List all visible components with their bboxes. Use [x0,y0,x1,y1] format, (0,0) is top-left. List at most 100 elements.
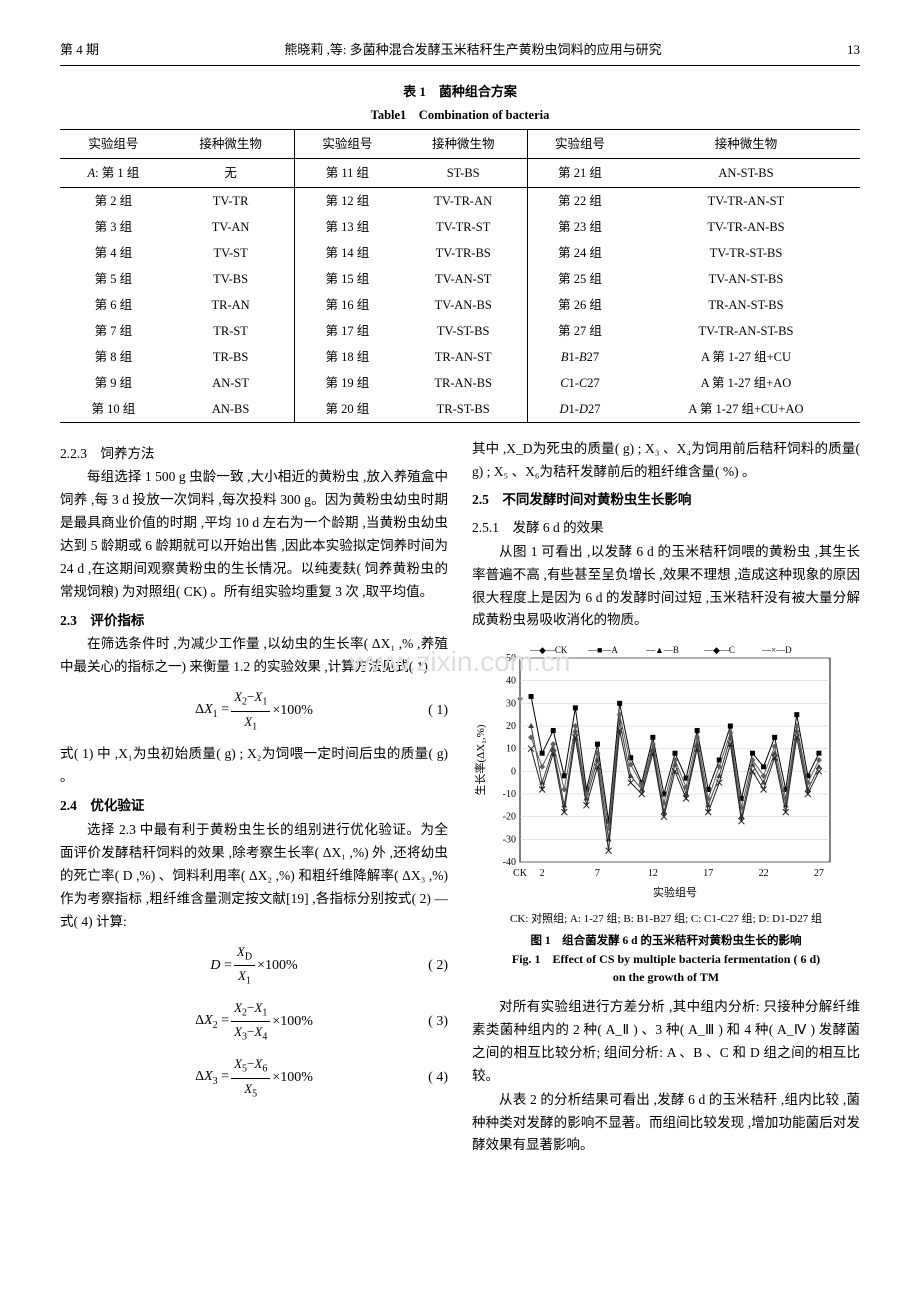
page-header: 第 4 期 熊晓莉 ,等: 多菌种混合发酵玉米秸秆生产黄粉虫饲料的应用与研究 1… [60,40,860,66]
svg-text:2: 2 [540,868,545,879]
table-row: 第 8 组TR-BS第 18 组TR-AN-STB1-B27A 第 1-27 组… [60,344,860,370]
table-cell: 第 9 组 [60,370,167,396]
header-page: 13 [847,40,860,61]
svg-text:50: 50 [506,653,516,664]
table-cell: TR-AN-ST-BS [632,292,860,318]
svg-text:—▲—B: —▲—B [645,645,679,655]
heading-23: 2.3 评价指标 [60,610,448,632]
svg-text:生长率(ΔX₁,%): 生长率(ΔX₁,%) [473,725,487,796]
svg-text:12: 12 [648,868,658,879]
formula-label: ( 2) [428,955,448,977]
heading-251: 2.5.1 发酵 6 d 的效果 [472,517,860,539]
table-cell: TV-TR-BS [399,240,527,266]
svg-text:22: 22 [759,868,769,879]
table-row: 第 7 组TR-ST第 17 组TV-ST-BS第 27 组TV-TR-AN-S… [60,318,860,344]
table-row: 第 4 组TV-ST第 14 组TV-TR-BS第 24 组TV-TR-ST-B… [60,240,860,266]
table-cell: AN-BS [167,396,295,423]
header-title: 熊晓莉 ,等: 多菌种混合发酵玉米秸秆生产黄粉虫饲料的应用与研究 [284,40,661,61]
table-cell: 第 23 组 [528,214,632,240]
table-cell: TV-ST-BS [399,318,527,344]
table-cell: C1-C27 [528,370,632,396]
chart-figure-1: -40-30-20-1001020304050CK2712172227实验组号生… [472,640,860,907]
formula-4: ΔX3 = X5−X6 X5 ×100% ( 4) [60,1054,448,1102]
table-cell: A 第 1-27 组+CU [632,344,860,370]
table-row: 第 9 组AN-ST第 19 组TR-AN-BSC1-C27A 第 1-27 组… [60,370,860,396]
body-paragraph: 每组选择 1 500 g 虫龄一致 ,大小相近的黄粉虫 ,放入养殖盒中饲养 ,每… [60,466,448,604]
table-cell: 第 3 组 [60,214,167,240]
table-row: 第 6 组TR-AN第 16 组TV-AN-BS第 26 组TR-AN-ST-B… [60,292,860,318]
table-cell: TV-TR [167,187,295,214]
table-cell: TV-TR-AN-ST [632,187,860,214]
table-cell: TV-TR-AN-BS [632,214,860,240]
table-cell: A 第 1-27 组+CU+AO [632,396,860,423]
table-header: 接种微生物 [167,129,295,158]
svg-text:40: 40 [506,676,516,687]
svg-text:-30: -30 [503,835,516,846]
svg-text:20: 20 [506,721,516,732]
table-cell: ST-BS [399,158,527,187]
body-paragraph: 从表 2 的分析结果可看出 ,发酵 6 d 的玉米秸秆 ,组内比较 ,菌种种类对… [472,1089,860,1158]
table-row: 第 5 组TV-BS第 15 组TV-AN-ST第 25 组TV-AN-ST-B… [60,266,860,292]
two-column-layout: 2.2.3 饲养方法 每组选择 1 500 g 虫龄一致 ,大小相近的黄粉虫 ,… [60,437,860,1159]
table-cell: TR-AN [167,292,295,318]
table-cell: D1-D27 [528,396,632,423]
heading-223: 2.2.3 饲养方法 [60,443,448,465]
table-row: 第 2 组TV-TR第 12 组TV-TR-AN第 22 组TV-TR-AN-S… [60,187,860,214]
table1-caption-cn: 表 1 菌种组合方案 [60,82,860,103]
table-header: 接种微生物 [632,129,860,158]
table-cell: TV-TR-AN [399,187,527,214]
table-cell: 第 11 组 [295,158,399,187]
table-cell: 第 24 组 [528,240,632,266]
table-cell: B1-B27 [528,344,632,370]
body-paragraph: 其中 ,X_D为死虫的质量( g) ; X₃ 、X₄为饲用前后秸秆饲料的质量( … [472,438,860,484]
table-cell: TV-AN-ST [399,266,527,292]
svg-text:—×—D: —×—D [761,645,792,655]
table-header: 实验组号 [295,129,399,158]
table-cell: 第 16 组 [295,292,399,318]
table-cell: 第 4 组 [60,240,167,266]
table-cell: 第 17 组 [295,318,399,344]
body-paragraph: 式( 1) 中 ,X₁为虫初始质量( g) ; X₂为饲喂一定时间后虫的质量( … [60,743,448,789]
svg-text:27: 27 [814,868,824,879]
chart-caption-en: Fig. 1 Effect of CS by multiple bacteria… [472,950,860,968]
table-cell: 第 5 组 [60,266,167,292]
table-cell: TR-ST-BS [399,396,527,423]
table-cell: 第 8 组 [60,344,167,370]
table-cell: 第 27 组 [528,318,632,344]
table-cell: TR-AN-ST [399,344,527,370]
table-cell: TR-BS [167,344,295,370]
table-cell: TV-ST [167,240,295,266]
chart-caption-en: on the growth of TM [472,968,860,986]
table-header: 实验组号 [60,129,167,158]
table-cell: 第 21 组 [528,158,632,187]
table-cell: 第 19 组 [295,370,399,396]
table-cell: TV-TR-ST-BS [632,240,860,266]
formula-label: ( 3) [428,1011,448,1033]
table-cell: 第 22 组 [528,187,632,214]
table-cell: TV-AN-BS [399,292,527,318]
svg-text:—◆—CK: —◆—CK [529,645,568,655]
heading-24: 2.4 优化验证 [60,795,448,817]
body-paragraph: 选择 2.3 中最有利于黄粉虫生长的组别进行优化验证。为全面评价发酵秸秆饲料的效… [60,819,448,934]
table-cell: 第 15 组 [295,266,399,292]
table-cell: 第 6 组 [60,292,167,318]
svg-text:实验组号: 实验组号 [653,885,697,899]
formula-1: ΔX1 = X2−X1 X1 ×100% ( 1) [60,687,448,735]
table-header-row: 实验组号 接种微生物 实验组号 接种微生物 实验组号 接种微生物 [60,129,860,158]
svg-text:7: 7 [595,868,600,879]
svg-text:-40: -40 [503,857,516,868]
body-paragraph: 对所有实验组进行方差分析 ,其中组内分析: 只接种分解纤维素类菌种组内的 2 种… [472,996,860,1088]
table-header: 实验组号 [528,129,632,158]
table-cell: TV-BS [167,266,295,292]
table-cell: 第 10 组 [60,396,167,423]
formula-label: ( 4) [428,1067,448,1089]
table-cell: TV-AN [167,214,295,240]
svg-text:30: 30 [506,699,516,710]
table-cell: AN-ST-BS [632,158,860,187]
table-cell: TV-TR-AN-ST-BS [632,318,860,344]
table-cell: 第 13 组 [295,214,399,240]
table-row: 第 3 组TV-AN第 13 组TV-TR-ST第 23 组TV-TR-AN-B… [60,214,860,240]
body-paragraph: 从图 1 可看出 ,以发酵 6 d 的玉米秸秆饲喂的黄粉虫 ,其生长率普遍不高 … [472,541,860,633]
table-cell: A 第 1-27 组+AO [632,370,860,396]
table-row: 第 10 组AN-BS第 20 组TR-ST-BSD1-D27A 第 1-27 … [60,396,860,423]
